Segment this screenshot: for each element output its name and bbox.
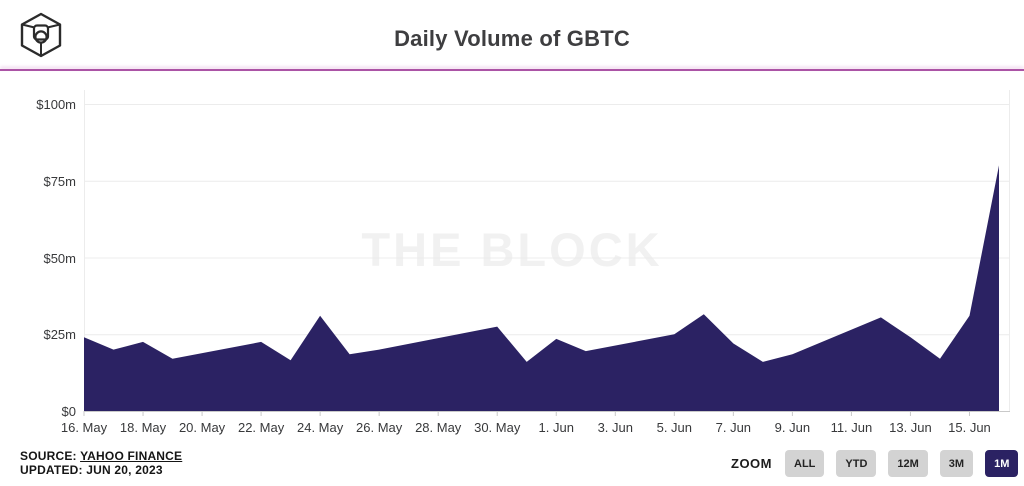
x-axis-tick-label: 22. May — [237, 420, 285, 435]
zoom-button-group: ALL YTD 12M 3M 1M — [785, 450, 1019, 477]
x-axis-tick-label: 20. May — [178, 420, 226, 435]
zoom-button-1m[interactable]: 1M — [985, 450, 1019, 477]
header-divider — [0, 69, 1024, 71]
zoom-controls: ZOOM ALL YTD 12M 3M 1M — [731, 450, 1019, 477]
source-link[interactable]: YAHOO FINANCE — [80, 449, 183, 463]
y-axis-tick-label: $75m — [43, 173, 76, 189]
x-axis-tick-label: 28. May — [415, 420, 462, 435]
source-line: SOURCE: YAHOO FINANCE — [20, 449, 182, 463]
x-axis-tick-label: 7. Jun — [715, 420, 752, 435]
x-axis-tick-label: 13. Jun — [889, 420, 932, 435]
x-axis-tick-label: 5. Jun — [656, 420, 693, 435]
source-label: SOURCE: — [20, 449, 77, 463]
x-axis-tick-label: 30. May — [474, 420, 521, 435]
y-axis-tick-label: $50m — [43, 250, 76, 266]
zoom-button-ytd[interactable]: YTD — [836, 450, 877, 477]
x-axis-tick-label: 18. May — [119, 420, 167, 435]
zoom-button-3m[interactable]: 3M — [939, 450, 974, 477]
page-title: Daily Volume of GBTC — [394, 26, 630, 51]
y-axis-tick-label: $100m — [36, 97, 76, 112]
source-block: SOURCE: YAHOO FINANCE UPDATED: JUN 20, 2… — [20, 449, 182, 477]
watermark: THE BLOCK — [361, 223, 663, 276]
updated-label: UPDATED: JUN 20, 2023 — [20, 463, 163, 477]
x-axis-tick-label: 3. Jun — [597, 420, 633, 435]
y-axis-tick-label: $0 — [61, 404, 76, 419]
x-axis-tick-label: 11. Jun — [830, 420, 873, 435]
header: Daily Volume of GBTC — [0, 0, 1024, 71]
zoom-button-12m[interactable]: 12M — [888, 450, 928, 477]
the-block-logo-icon[interactable] — [17, 11, 65, 59]
x-axis-tick-label: 15. Jun — [948, 420, 991, 435]
y-axis-tick-label: $25m — [43, 327, 76, 343]
x-axis-tick-label: 9. Jun — [774, 420, 811, 435]
zoom-label: ZOOM — [731, 456, 772, 471]
zoom-button-all[interactable]: ALL — [785, 450, 825, 477]
x-axis-tick-label: 24. May — [297, 420, 344, 435]
x-axis-tick-label: 16. May — [60, 420, 108, 435]
x-axis-tick-label: 26. May — [356, 420, 403, 435]
x-axis-tick-label: 1. Jun — [538, 420, 574, 435]
